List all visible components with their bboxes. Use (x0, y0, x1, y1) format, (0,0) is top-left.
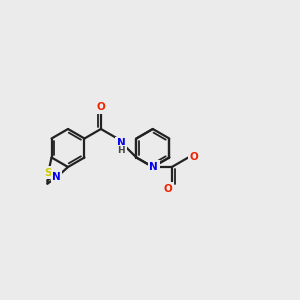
Text: O: O (97, 102, 105, 112)
Text: N: N (52, 172, 61, 182)
Text: N: N (117, 139, 126, 148)
Text: H: H (118, 146, 125, 155)
Text: O: O (164, 184, 172, 194)
Text: S: S (44, 168, 52, 178)
Text: O: O (190, 152, 199, 163)
Text: N: N (149, 162, 158, 172)
